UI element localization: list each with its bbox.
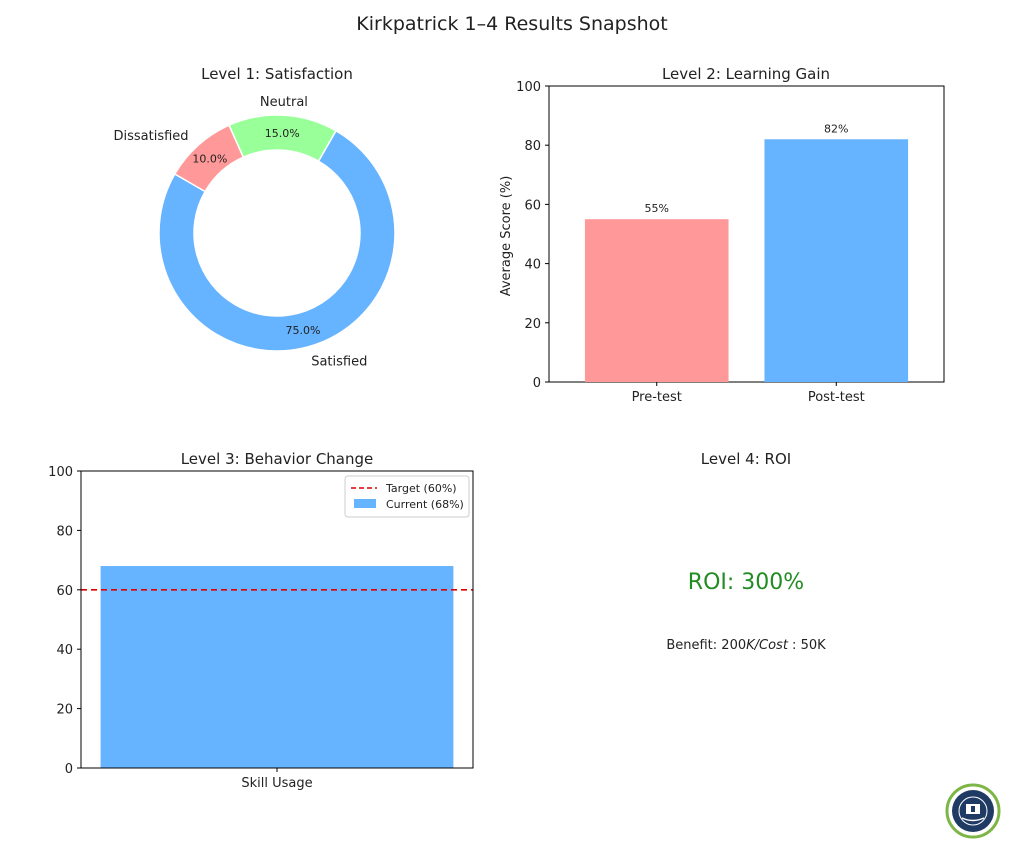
level2-xtick-label: Post-test — [808, 390, 865, 405]
cost-text: : 50K — [788, 638, 826, 653]
donut-pct-neutral: 15.0% — [265, 127, 300, 140]
level2-ytick-label: 0 — [533, 376, 541, 391]
level2-ytick-label: 80 — [524, 139, 541, 154]
level3-ytick-label: 40 — [56, 643, 73, 658]
level2-bar-value-label: 82% — [824, 122, 848, 135]
benefit-text: Benefit: 200 — [666, 638, 746, 653]
level2-ytick-label: 20 — [524, 317, 541, 332]
level1-donut-chart: Level 1: Satisfaction 75.0% Satisfied 15.0… — [114, 65, 396, 370]
level3-ytick-label: 80 — [56, 524, 73, 539]
level2-xtick-label: Pre-test — [632, 390, 682, 405]
legend-current-label: Current (68%) — [386, 498, 464, 511]
level1-title: Level 1: Satisfaction — [201, 65, 353, 83]
level2-ytick-label: 40 — [524, 258, 541, 273]
level2-title: Level 2: Learning Gain — [662, 65, 830, 83]
level3-ytick-label: 60 — [56, 584, 73, 599]
benefit-cost-text: Benefit: 200K/Cost : 50K — [666, 638, 826, 653]
donut-slice-dissatisfied — [173, 124, 245, 193]
legend-target-label: Target (60%) — [385, 482, 457, 495]
level2-bar-post-test — [764, 139, 909, 382]
level2-bar-pre-test — [584, 219, 729, 382]
level4-roi-panel: Level 4: ROI ROI: 300% Benefit: 200K/Cos… — [666, 450, 826, 653]
level3-title: Level 3: Behavior Change — [181, 450, 374, 468]
level4-title: Level 4: ROI — [701, 450, 791, 468]
level3-bar-current — [100, 566, 454, 768]
level3-bar-chart: Level 3: Behavior Change 0 20 40 60 80 100 Ski… — [48, 450, 474, 791]
figure-title: Kirkpatrick 1–4 Results Snapshot — [356, 13, 667, 35]
level2-bar-value-label: 55% — [645, 202, 669, 215]
donut-pct-satisfied: 75.0% — [285, 324, 320, 337]
legend-current-swatch — [354, 499, 376, 508]
donut-pct-dissatisfied: 10.0% — [192, 152, 227, 165]
level2-ytick-label: 60 — [524, 198, 541, 213]
donut-label-dissatisfied: Dissatisfied — [114, 129, 189, 144]
level3-ytick-label: 100 — [48, 465, 73, 480]
level2-ytick-label: 100 — [516, 80, 541, 95]
level3-ytick-label: 0 — [65, 762, 73, 777]
donut-label-neutral: Neutral — [260, 95, 308, 110]
level2-plot-frame — [548, 85, 945, 383]
level2-ylabel: Average Score (%) — [499, 176, 514, 297]
donut-slice-satisfied — [158, 129, 396, 352]
academy-seal-icon — [945, 783, 1001, 839]
roi-value: ROI: 300% — [688, 570, 804, 595]
benefit-k: K — [746, 638, 756, 653]
cost-word: /Cost — [754, 638, 789, 653]
level3-legend: Target (60%) Current (68%) — [344, 475, 470, 518]
level3-plot-frame — [80, 470, 474, 769]
level3-xtick-label: Skill Usage — [241, 776, 312, 791]
level3-ytick-label: 20 — [56, 703, 73, 718]
donut-label-satisfied: Satisfied — [311, 355, 367, 370]
level2-bar-chart: Level 2: Learning Gain 0 20 40 60 80 100 55% Pr… — [499, 65, 945, 405]
